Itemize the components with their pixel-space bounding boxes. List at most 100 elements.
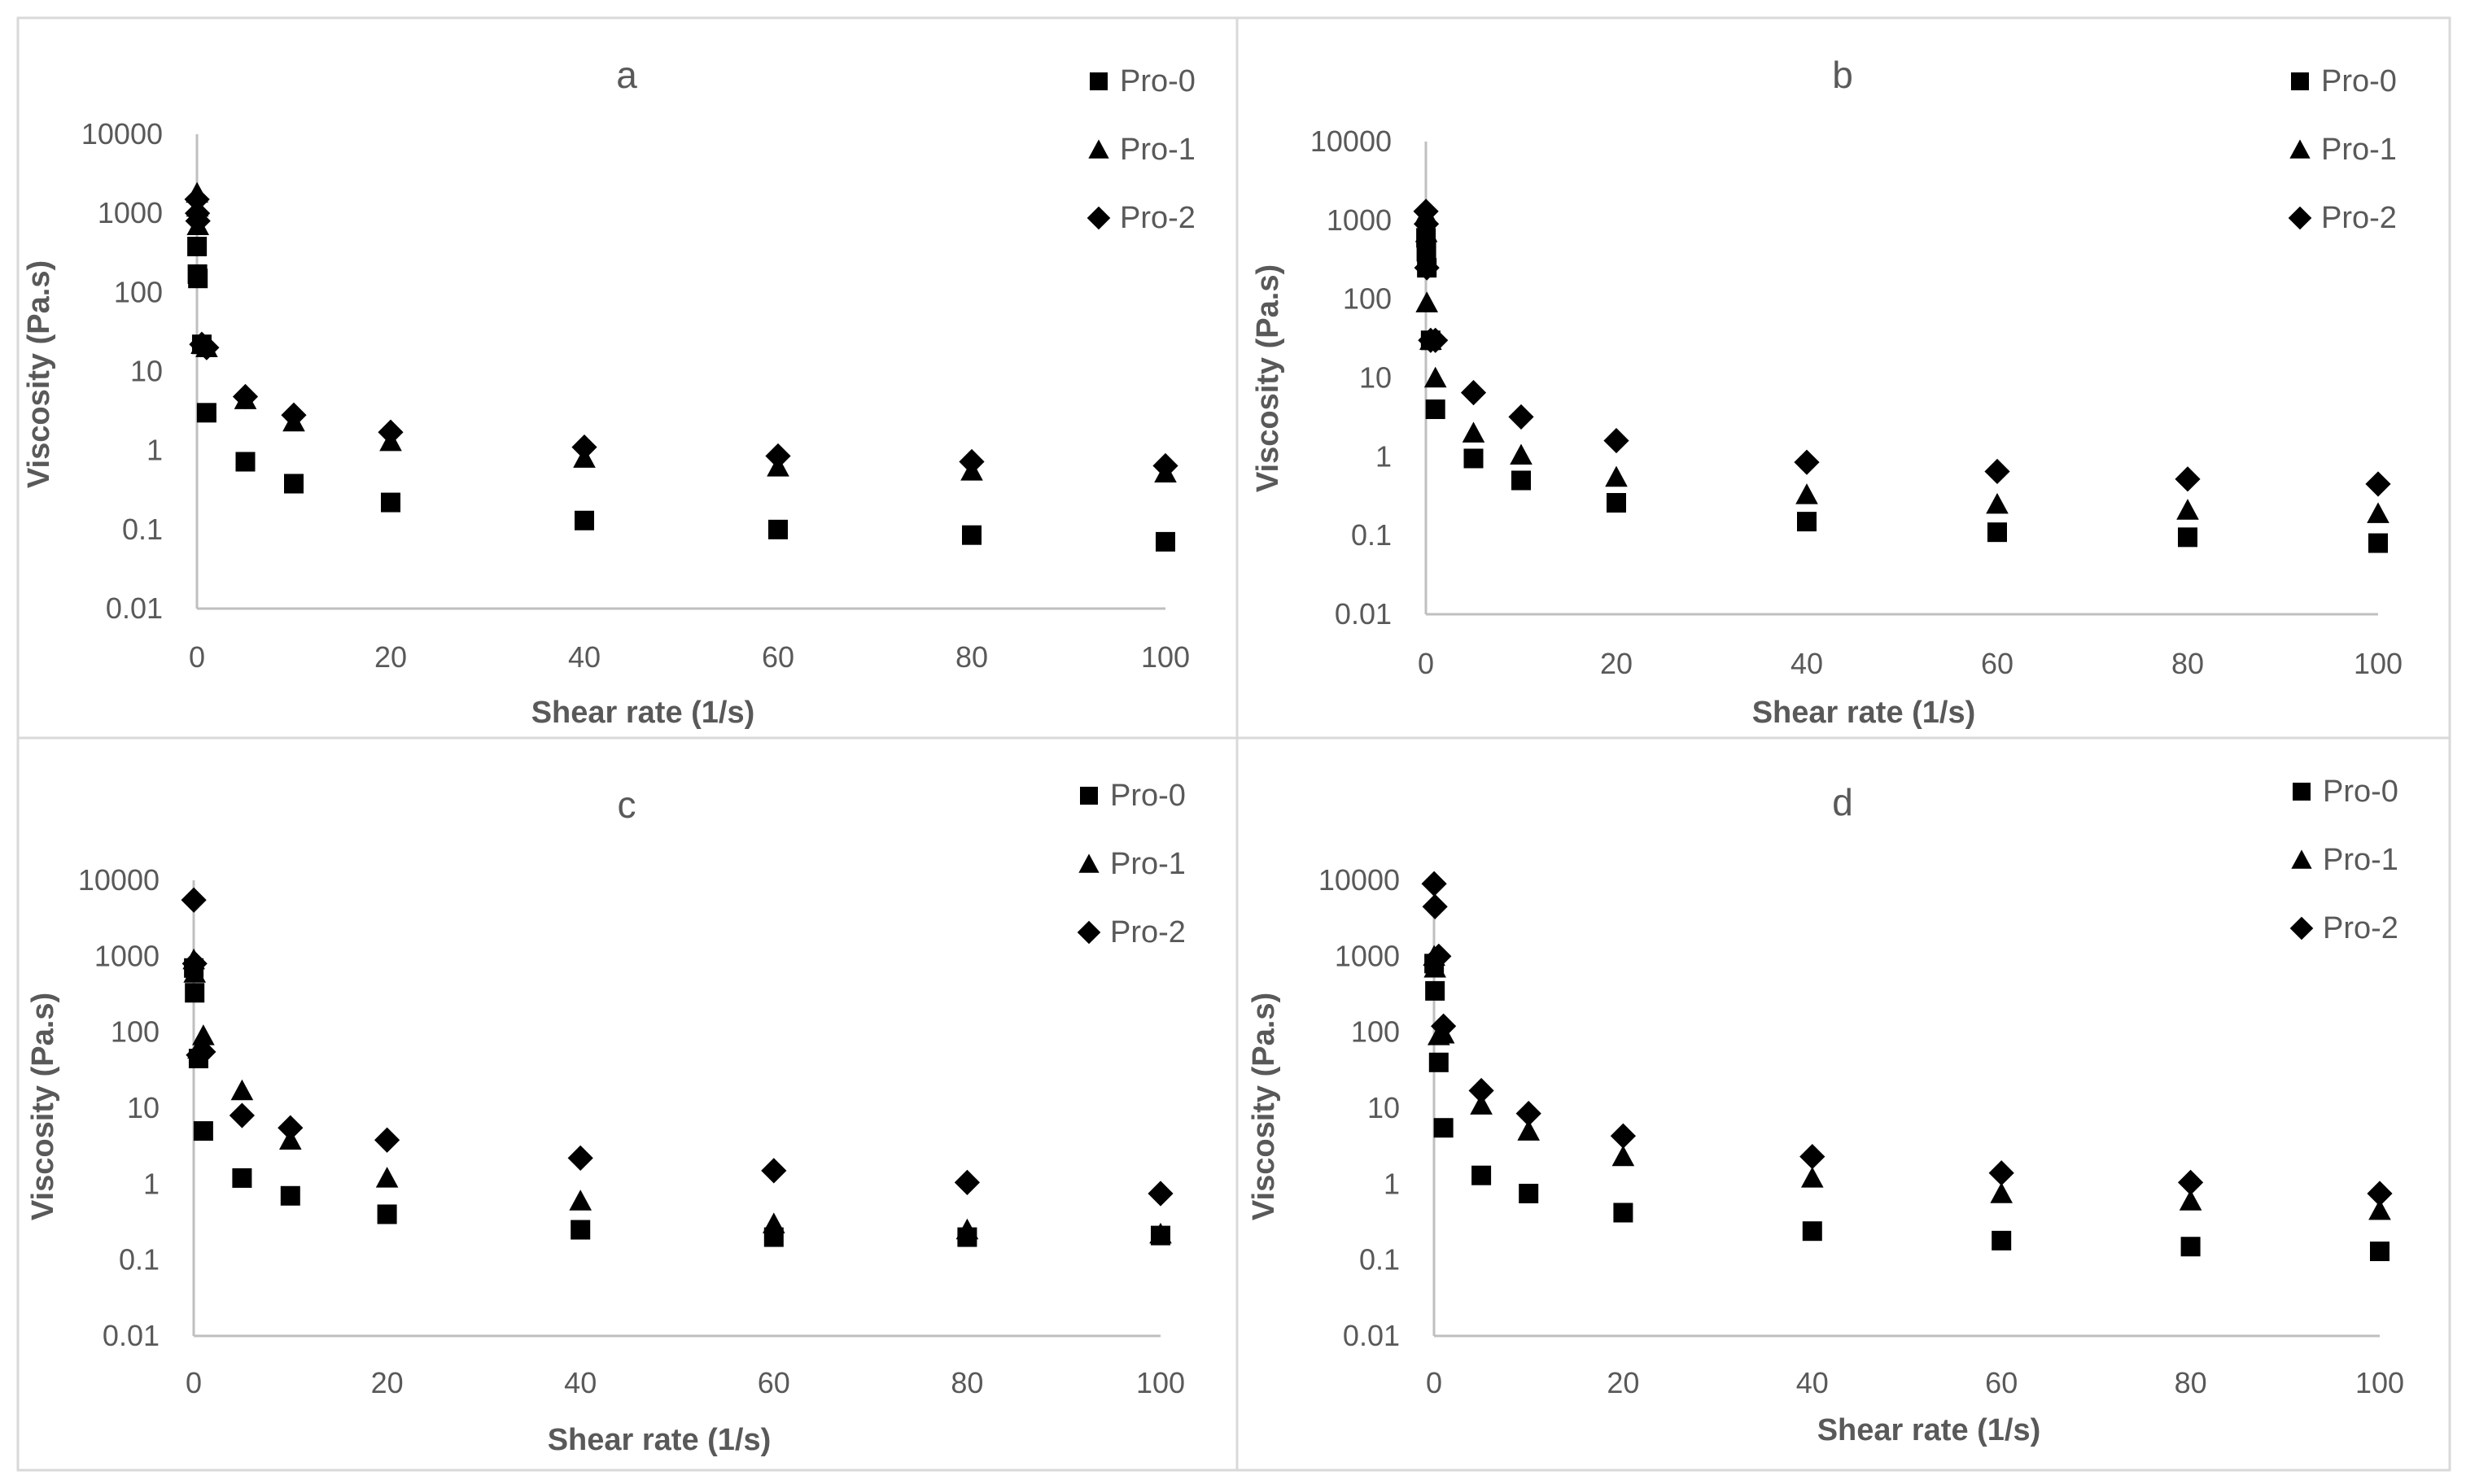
legend-item-pro-1: Pro-1	[1078, 847, 1186, 881]
data-point-pro-1	[569, 1189, 592, 1211]
y-tick-label: 0.1	[122, 513, 163, 546]
data-point-pro-2	[374, 1127, 400, 1153]
data-point-pro-1	[1462, 421, 1485, 443]
legend-label: Pro-2	[2323, 911, 2398, 945]
data-point-pro-1	[1470, 1093, 1493, 1115]
x-tick-label: 20	[371, 1366, 404, 1399]
x-tick-label: 40	[1796, 1366, 1829, 1399]
data-point-pro-0	[1797, 512, 1817, 532]
legend-label: Pro-1	[2323, 843, 2398, 877]
legend-marker-diamond	[2288, 206, 2312, 230]
data-point-pro-2	[1426, 943, 1452, 969]
x-tick-label: 0	[1418, 647, 1434, 680]
data-point-pro-2	[765, 443, 791, 469]
series-pro-2	[1413, 199, 2391, 497]
y-tick-label: 100	[1343, 282, 1392, 316]
data-point-pro-2	[1413, 199, 1439, 225]
y-tick-label: 10	[1367, 1091, 1400, 1124]
data-point-pro-0	[284, 474, 304, 494]
legend: Pro-0 Pro-1 Pro-2	[1087, 64, 1196, 235]
x-tick-label: 60	[1981, 647, 2013, 680]
data-point-pro-0	[381, 492, 400, 513]
data-point-pro-1	[230, 1079, 254, 1101]
panel-b: 0.01 0.1 1 10 100 1000 10000 0 20 40 60 80 100 b Shear…	[1251, 54, 2403, 730]
data-point-pro-0	[185, 983, 205, 1003]
x-tick-label: 20	[1600, 647, 1633, 680]
data-point-pro-2	[184, 186, 210, 212]
data-point-pro-2	[1460, 380, 1487, 406]
x-tick-label: 60	[762, 640, 794, 674]
x-tick-label: 80	[951, 1366, 983, 1399]
legend-item-pro-0: Pro-0	[2291, 64, 2397, 98]
data-point-pro-0	[235, 452, 256, 472]
data-point-pro-0	[280, 1185, 300, 1206]
data-point-pro-2	[1152, 452, 1178, 479]
x-tick-label: 40	[1790, 647, 1823, 680]
x-tick-label: 0	[1426, 1366, 1442, 1399]
data-point-pro-0	[2368, 533, 2388, 553]
data-point-pro-1	[1990, 1182, 2013, 1203]
x-tick-label: 100	[2355, 1366, 2404, 1399]
legend-label: Pro-1	[1120, 133, 1196, 167]
series-pro-2	[184, 186, 1178, 479]
data-point-pro-0	[1156, 531, 1175, 552]
data-point-pro-2	[761, 1158, 787, 1184]
legend-marker-square	[1090, 72, 1108, 90]
data-point-pro-2	[1610, 1123, 1636, 1149]
data-point-pro-0	[377, 1204, 397, 1224]
data-point-pro-2	[1423, 327, 1449, 353]
data-point-pro-2	[1148, 1181, 1174, 1207]
data-point-pro-0	[575, 510, 594, 530]
data-point-pro-1	[1986, 492, 2009, 514]
y-axis-title: Viscosity (Pa.s)	[26, 993, 60, 1220]
legend: Pro-0 Pro-1 Pro-2	[2289, 775, 2398, 945]
y-tick-label: 10000	[1318, 863, 1400, 897]
x-tick-label: 100	[1136, 1366, 1185, 1399]
x-tick-label: 80	[2175, 1366, 2207, 1399]
data-point-pro-0	[571, 1220, 591, 1240]
data-point-pro-0	[196, 403, 216, 423]
data-point-pro-2	[1794, 449, 1820, 475]
data-point-pro-0	[1433, 1118, 1454, 1138]
series-pro-0	[187, 236, 1175, 552]
data-point-pro-2	[1413, 211, 1440, 237]
y-tick-label: 1	[1375, 439, 1392, 473]
y-tick-label: 10	[1359, 361, 1392, 395]
data-point-pro-1	[1611, 1145, 1635, 1167]
data-point-pro-1	[1801, 1167, 1824, 1188]
legend-label: Pro-1	[1110, 847, 1186, 881]
data-point-pro-0	[1802, 1221, 1822, 1242]
x-tick-label: 60	[1985, 1366, 2018, 1399]
data-point-pro-0	[2370, 1242, 2389, 1262]
data-point-pro-0	[188, 268, 208, 289]
data-point-pro-2	[1508, 404, 1534, 430]
legend-label: Pro-0	[1120, 64, 1196, 98]
legend-marker-diamond	[2289, 916, 2314, 941]
legend-label: Pro-2	[2321, 201, 2397, 235]
legend-marker-diamond	[1087, 206, 1111, 230]
y-tick-label: 10000	[1310, 124, 1392, 158]
data-point-pro-2	[959, 448, 985, 475]
series-pro-1	[1423, 945, 2391, 1220]
data-point-pro-0	[187, 236, 208, 256]
y-tick-label: 0.01	[106, 591, 163, 625]
y-tick-label: 1	[146, 434, 163, 467]
data-point-pro-2	[181, 950, 208, 976]
x-axis-title: Shear rate (1/s)	[1752, 696, 1976, 730]
data-point-pro-1	[1795, 483, 1818, 504]
data-point-pro-2	[378, 419, 404, 445]
legend-marker-triangle	[2291, 849, 2312, 869]
legend-marker-square	[2291, 72, 2309, 90]
data-point-pro-2	[1515, 1100, 1541, 1127]
legend-item-pro-2: Pro-2	[2289, 911, 2398, 945]
y-tick-label: 10000	[81, 117, 163, 151]
y-tick-label: 10	[127, 1091, 160, 1124]
y-axis-title: Viscosity (Pa.s)	[22, 260, 56, 488]
legend-label: Pro-0	[2323, 775, 2398, 809]
y-tick-label: 1	[143, 1167, 160, 1200]
legend-marker-triangle	[1088, 139, 1109, 159]
y-tick-label: 100	[1351, 1015, 1400, 1049]
y-axis-title: Viscosity (Pa.s)	[1251, 264, 1285, 492]
data-point-pro-2	[954, 1169, 980, 1195]
